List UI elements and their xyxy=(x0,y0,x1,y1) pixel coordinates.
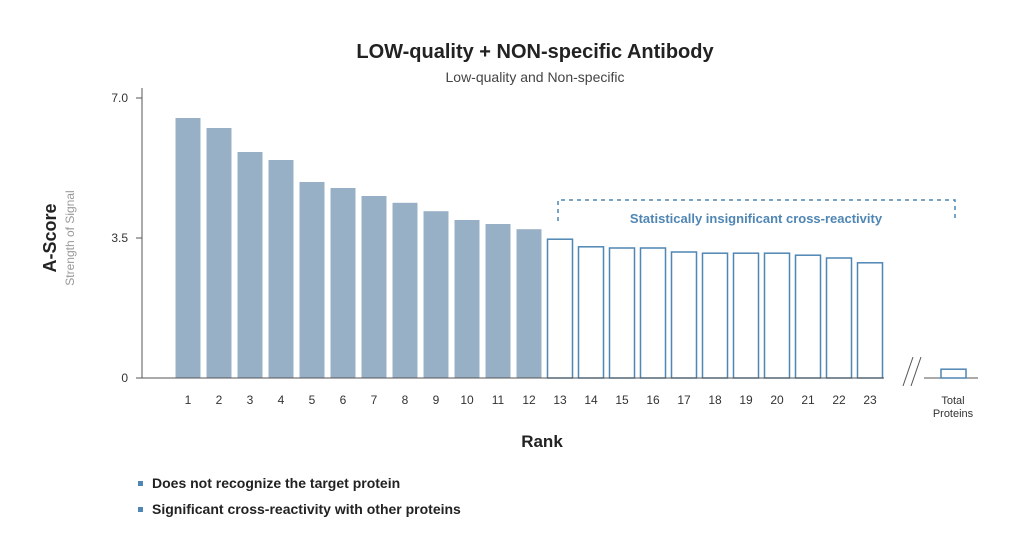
x-tick-label: 11 xyxy=(492,393,505,407)
bar-rank-20 xyxy=(763,252,791,379)
x-tick-label: 15 xyxy=(615,393,629,407)
y-tick-label: 3.5 xyxy=(111,231,128,245)
x-tick-label: 17 xyxy=(677,393,691,407)
total-proteins-bar xyxy=(940,368,967,379)
x-tick-label: 20 xyxy=(770,393,784,407)
bar-rank-1 xyxy=(175,118,201,378)
bar-rank-5 xyxy=(299,182,325,378)
y-tick-label: 0 xyxy=(121,371,128,385)
bar-rank-22 xyxy=(825,257,853,379)
bar-rank-13 xyxy=(546,238,574,379)
x-tick-label: 5 xyxy=(309,393,316,407)
chart-title: LOW-quality + NON-specific Antibody xyxy=(356,41,714,63)
x-tick-label: 13 xyxy=(553,393,567,407)
x-tick-label: 8 xyxy=(402,393,409,407)
axis-break-icon xyxy=(902,356,922,387)
bar-rank-6 xyxy=(330,188,356,378)
bar-rank-8 xyxy=(392,202,418,378)
total-proteins-label-line1: Total xyxy=(941,395,964,407)
x-tick-label: 4 xyxy=(278,393,285,407)
x-tick-label: 9 xyxy=(433,393,440,407)
bar-rank-4 xyxy=(268,160,294,378)
bar-rank-15 xyxy=(608,247,636,379)
chart-subtitle: Low-quality and Non-specific xyxy=(446,69,625,85)
legend-list: Does not recognize the target protein Si… xyxy=(138,470,461,522)
x-tick-label: 3 xyxy=(247,393,254,407)
x-tick-label: 12 xyxy=(522,393,536,407)
legend-item-text: Does not recognize the target protein xyxy=(152,475,401,491)
y-tick-label: 7.0 xyxy=(111,91,128,105)
y-axis-sublabel: Strength of Signal xyxy=(63,190,77,285)
x-tick-label: 6 xyxy=(340,393,347,407)
x-tick-label: 22 xyxy=(832,393,846,407)
bar-rank-16 xyxy=(639,247,667,379)
bar-rank-9 xyxy=(423,211,449,378)
annotation-bracket xyxy=(557,199,956,221)
bar-rank-21 xyxy=(794,254,822,379)
legend-item-text: Significant cross-reactivity with other … xyxy=(152,501,461,517)
x-tick-label: 16 xyxy=(646,393,660,407)
annotation-text: Statistically insignificant cross-reacti… xyxy=(630,211,883,226)
bar-rank-12 xyxy=(516,229,542,378)
x-tick-label: 2 xyxy=(216,393,223,407)
bar-chart: LOW-quality + NON-specific Antibody Low-… xyxy=(40,41,978,451)
x-tick-label: 19 xyxy=(739,393,753,407)
bar-rank-3 xyxy=(237,152,263,378)
bullet-square-icon xyxy=(138,480,143,486)
x-tick-label: 14 xyxy=(584,393,598,407)
bullet-square-icon xyxy=(138,506,143,512)
bar-rank-23 xyxy=(856,262,884,379)
bar-rank-7 xyxy=(361,196,387,378)
bar-rank-18 xyxy=(701,252,729,379)
bar-rank-10 xyxy=(454,220,480,378)
legend-item: Significant cross-reactivity with other … xyxy=(138,496,461,522)
x-tick-label: 21 xyxy=(801,393,815,407)
bar-rank-17 xyxy=(670,251,698,379)
x-tick-label: 10 xyxy=(460,393,474,407)
x-tick-label: 18 xyxy=(708,393,722,407)
bar-rank-19 xyxy=(732,252,760,379)
total-proteins-label-line2: Proteins xyxy=(933,408,974,420)
x-tick-label: 7 xyxy=(371,393,378,407)
x-axis-label: Rank xyxy=(521,432,563,451)
bar-rank-11 xyxy=(485,224,511,378)
bar-rank-2 xyxy=(206,128,232,378)
x-tick-label: 23 xyxy=(863,393,877,407)
x-tick-label: 1 xyxy=(185,393,192,407)
y-axis-label: A-Score xyxy=(40,203,60,272)
legend-item: Does not recognize the target protein xyxy=(138,470,461,496)
bar-rank-14 xyxy=(577,246,605,379)
